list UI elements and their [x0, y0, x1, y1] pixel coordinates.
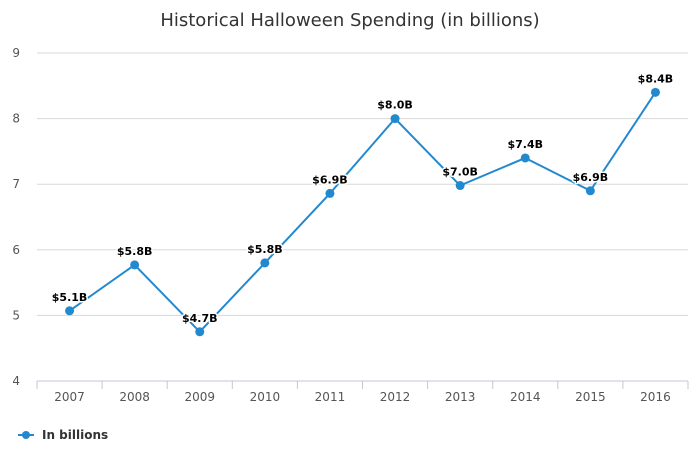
x-tick-label: 2011 [315, 390, 346, 404]
data-point[interactable] [520, 153, 530, 163]
gridlines [37, 52, 688, 316]
data-label: $4.7B [182, 312, 218, 325]
data-label: $5.8B [117, 245, 153, 258]
y-tick-label: 8 [12, 112, 20, 126]
data-point[interactable] [260, 258, 270, 268]
x-tick-label: 2008 [119, 390, 150, 404]
x-tick-label: 2010 [250, 390, 281, 404]
data-label: $8.0B [377, 99, 413, 112]
data-point[interactable] [585, 186, 595, 196]
y-axis-ticks: 4 5 6 7 8 9 [12, 46, 20, 388]
y-tick-label: 4 [12, 374, 20, 388]
y-tick-label: 7 [12, 177, 20, 191]
x-tick-label: 2009 [184, 390, 215, 404]
data-label: $8.4B [638, 72, 674, 85]
data-point[interactable] [325, 188, 335, 198]
x-tick-label: 2013 [445, 390, 476, 404]
data-point[interactable] [130, 260, 140, 270]
data-point[interactable] [195, 327, 205, 337]
data-label: $7.0B [442, 166, 478, 179]
x-tick-label: 2007 [54, 390, 85, 404]
y-tick-label: 6 [12, 243, 20, 257]
data-point[interactable] [65, 306, 75, 316]
data-point[interactable] [390, 114, 400, 124]
x-tick-label: 2016 [640, 390, 671, 404]
data-label: $5.1B [52, 291, 88, 304]
series-line [68, 91, 657, 333]
x-tick-label: 2015 [575, 390, 606, 404]
y-tick-label: 9 [12, 46, 20, 60]
data-label: $7.4B [507, 138, 543, 151]
x-axis-ticks: 2007 2008 2009 2010 2011 2012 2013 2014 2015 2016 [54, 390, 670, 404]
data-label: $6.9B [573, 171, 609, 184]
data-label: $6.9B [312, 173, 348, 186]
data-labels: $5.1B $5.8B $4.7B $5.8B $6.9B $8.0B $7.0B $7.4B… [50, 71, 674, 326]
x-tick-label: 2014 [510, 390, 541, 404]
chart-title: Historical Halloween Spending (in billio… [160, 10, 539, 31]
data-point[interactable] [455, 181, 465, 191]
legend[interactable]: In billions [18, 428, 108, 442]
y-tick-label: 5 [12, 308, 20, 322]
data-point[interactable] [650, 87, 660, 97]
data-label: $5.8B [247, 243, 283, 256]
series-in-billions [65, 87, 660, 337]
legend-label-in-billions: In billions [42, 428, 108, 442]
x-axis [36, 380, 689, 389]
x-tick-label: 2012 [380, 390, 411, 404]
legend-marker-icon [22, 431, 30, 439]
